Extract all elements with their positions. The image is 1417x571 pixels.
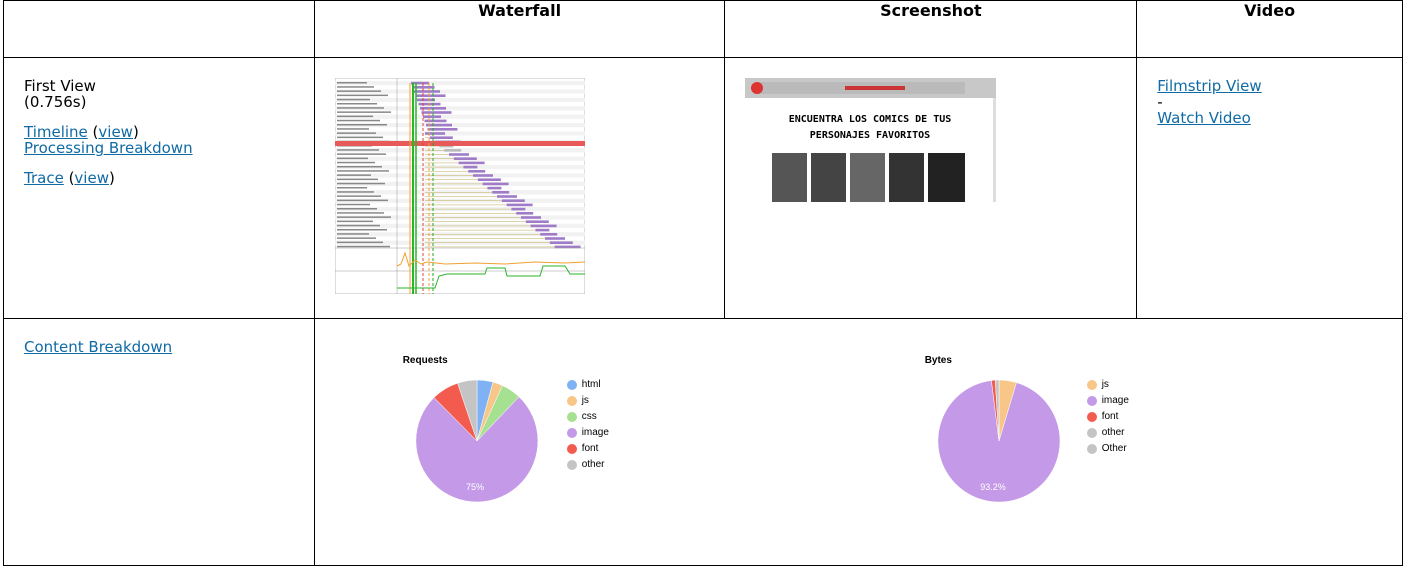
legend-swatch xyxy=(566,380,577,390)
bytes-chart-title: Bytes xyxy=(924,355,952,366)
requests-pie-center-label: 75% xyxy=(466,482,484,492)
legend-swatch xyxy=(1086,412,1097,422)
legend-swatch xyxy=(1086,428,1097,438)
legend-item-other: Other xyxy=(1086,441,1129,457)
charts-cell: Requests 75% html js css image font other Byt… xyxy=(313,318,1404,566)
legend-item-font: font xyxy=(1086,409,1129,425)
first-view-time: (0.756s) xyxy=(24,93,87,111)
requests-legend: html js css image font other xyxy=(566,377,609,473)
legend-item-other: other xyxy=(566,457,609,473)
legend-item-image: image xyxy=(566,425,609,441)
results-table: Waterfall Screenshot Video First View (0… xyxy=(3,0,1404,566)
header-empty xyxy=(3,0,315,58)
watch-video-link[interactable]: Watch Video xyxy=(1157,109,1251,127)
legend-label: image xyxy=(581,427,609,438)
requests-pie: 75% xyxy=(415,379,538,503)
processing-breakdown-link[interactable]: Processing Breakdown xyxy=(24,139,193,157)
legend-label: font xyxy=(581,443,599,454)
legend-item-image: image xyxy=(1086,393,1129,409)
legend-item-js: js xyxy=(566,393,609,409)
legend-item-other: other xyxy=(1086,425,1129,441)
legend-item-css: css xyxy=(566,409,609,425)
bytes-legend: js image font other Other xyxy=(1086,377,1129,457)
legend-label: html xyxy=(581,379,601,390)
screenshot-cell: ENCUENTRA LOS COMICS DE TUS PERSONAJES F… xyxy=(724,57,1138,319)
legend-label: font xyxy=(1101,411,1119,422)
content-breakdown-cell: Content Breakdown xyxy=(3,318,315,566)
screenshot-heading-1: ENCUENTRA LOS COMICS DE TUS xyxy=(789,114,952,125)
screenshot-heading-2: PERSONAJES FAVORITOS xyxy=(810,130,930,141)
charts-area: Requests 75% html js css image font other Byt… xyxy=(315,319,1402,565)
timeline-view-link[interactable]: view xyxy=(98,123,133,141)
first-view-label: First View xyxy=(24,77,96,95)
legend-item-html: html xyxy=(566,377,609,393)
legend-label: js xyxy=(1101,379,1109,390)
header-waterfall: Waterfall xyxy=(313,0,726,58)
timeline-link[interactable]: Timeline xyxy=(24,123,88,141)
legend-swatch xyxy=(1086,444,1097,454)
waterfall-cell xyxy=(313,57,726,319)
legend-item-font: font xyxy=(566,441,609,457)
legend-swatch xyxy=(566,412,577,422)
legend-swatch xyxy=(566,460,577,470)
trace-link[interactable]: Trace xyxy=(24,169,64,187)
legend-swatch xyxy=(566,428,577,438)
legend-label: other xyxy=(1101,427,1125,438)
legend-item-js: js xyxy=(1086,377,1129,393)
header-screenshot: Screenshot xyxy=(724,0,1138,58)
requests-chart-title: Requests xyxy=(402,355,448,366)
first-view-cell: First View (0.756s) Timeline (view) Proc… xyxy=(3,57,315,319)
legend-swatch xyxy=(1086,380,1097,390)
bytes-pie: 93.2% xyxy=(937,379,1060,503)
legend-swatch xyxy=(566,396,577,406)
legend-label: other xyxy=(581,459,605,470)
legend-swatch xyxy=(1086,396,1097,406)
legend-swatch xyxy=(566,444,577,454)
waterfall-thumbnail[interactable] xyxy=(334,77,586,295)
filmstrip-view-link[interactable]: Filmstrip View xyxy=(1157,77,1262,95)
trace-view-link[interactable]: view xyxy=(74,169,109,187)
legend-label: css xyxy=(581,411,597,422)
screenshot-thumbnail[interactable]: ENCUENTRA LOS COMICS DE TUS PERSONAJES F… xyxy=(745,78,997,202)
bytes-pie-center-label: 93.2% xyxy=(980,482,1006,492)
video-separator: - xyxy=(1157,93,1163,111)
header-video: Video xyxy=(1136,0,1403,58)
content-breakdown-link[interactable]: Content Breakdown xyxy=(24,338,173,356)
legend-label: Other xyxy=(1101,443,1127,454)
legend-label: image xyxy=(1101,395,1129,406)
video-cell: Filmstrip View - Watch Video xyxy=(1136,57,1403,319)
legend-label: js xyxy=(581,395,589,406)
